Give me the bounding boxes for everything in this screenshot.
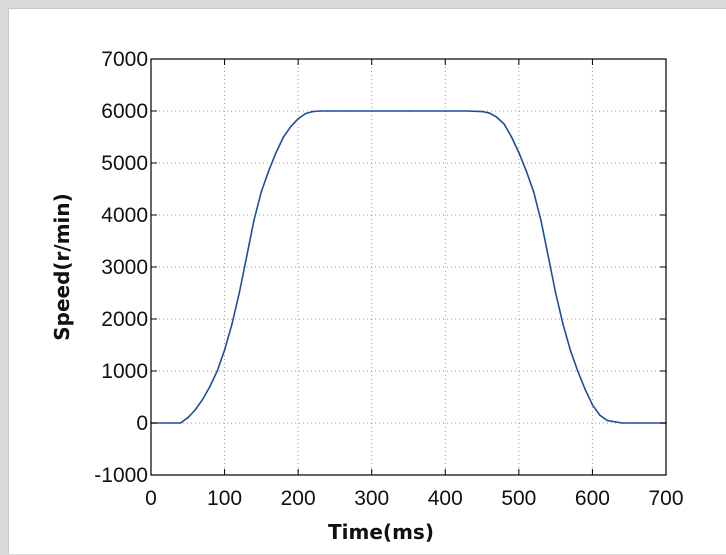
data-point: [275, 151, 277, 154]
data-point: [606, 419, 608, 422]
x-tick-label: 700: [648, 487, 683, 510]
data-point: [334, 110, 336, 112]
tick-marks: [150, 58, 667, 476]
data-point: [584, 388, 586, 391]
data-point: [569, 349, 572, 352]
x-tick-label: 300: [354, 487, 389, 510]
data-point: [510, 136, 513, 138]
speed-series-line: [151, 110, 666, 424]
y-tick-label: 0: [136, 412, 148, 435]
data-point: [260, 190, 263, 193]
data-point: [525, 170, 528, 172]
x-tick-label: 200: [281, 487, 316, 510]
data-point: [370, 110, 373, 112]
data-point: [488, 112, 491, 114]
y-axis-title: Speed(r/min): [50, 193, 74, 341]
figure-frame: 0 100 200 300 400 500 600 700 -1000 0 1000 2000 300…: [8, 8, 726, 554]
data-point: [547, 255, 550, 258]
speed-time-chart: 0 100 200 300 400 500 600 700 -1000010002000300…: [50, 48, 684, 544]
data-point: [304, 112, 307, 115]
data-point: [209, 385, 211, 388]
y-tick-label: 1000: [101, 360, 148, 383]
data-point: [532, 190, 535, 193]
data-point: [312, 110, 314, 113]
series-layer: [150, 110, 667, 424]
data-point: [481, 110, 483, 113]
data-point: [194, 409, 196, 411]
data-point: [503, 123, 505, 125]
data-point: [297, 118, 299, 120]
data-point: [238, 292, 241, 294]
data-point: [253, 219, 255, 221]
data-point: [179, 422, 182, 424]
data-point: [216, 370, 219, 372]
data-point: [635, 422, 638, 424]
data-point: [576, 370, 579, 372]
data-point: [598, 414, 601, 417]
y-tick-label: 3000: [101, 256, 148, 279]
data-point: [326, 110, 329, 112]
y-tick-label: 4000: [101, 204, 148, 227]
data-point: [201, 398, 204, 401]
plot-area: [151, 59, 666, 475]
data-point: [540, 219, 542, 221]
data-point: [231, 323, 233, 326]
data-point: [172, 422, 174, 424]
y-tick-label: 2000: [101, 308, 148, 331]
x-tick-label: 100: [207, 487, 242, 510]
data-point: [223, 349, 226, 352]
x-tick-labels: 0 100 200 300 400 500 600 700: [145, 487, 683, 510]
y-tick-label: 5000: [101, 152, 148, 175]
x-tick-label: 500: [501, 487, 536, 510]
data-point: [282, 136, 285, 138]
data-point: [348, 110, 351, 112]
y-tick-labels: -1000 0 1000 2000 3000 4000 5000 6000 7000: [94, 48, 148, 487]
data-point: [495, 116, 498, 119]
data-point: [319, 110, 322, 112]
y-tick-label: 7000: [101, 48, 148, 71]
data-point: [407, 110, 410, 112]
x-tick-label: 0: [145, 487, 157, 510]
y-tick-label: -1000: [94, 464, 148, 487]
data-point: [621, 422, 623, 424]
data-point: [267, 170, 270, 172]
data-point: [466, 110, 469, 112]
data-point: [245, 255, 248, 258]
y-tick-label: 6000: [101, 100, 148, 123]
data-point: [518, 151, 520, 154]
data-point: [444, 110, 447, 112]
x-axis-title: Time(ms): [328, 520, 434, 544]
data-point: [554, 292, 557, 294]
data-point: [591, 404, 594, 406]
data-point: [562, 323, 564, 326]
x-tick-label: 600: [575, 487, 610, 510]
data-point: [186, 417, 189, 419]
x-tick-label: 400: [428, 487, 463, 510]
data-point: [289, 125, 292, 128]
